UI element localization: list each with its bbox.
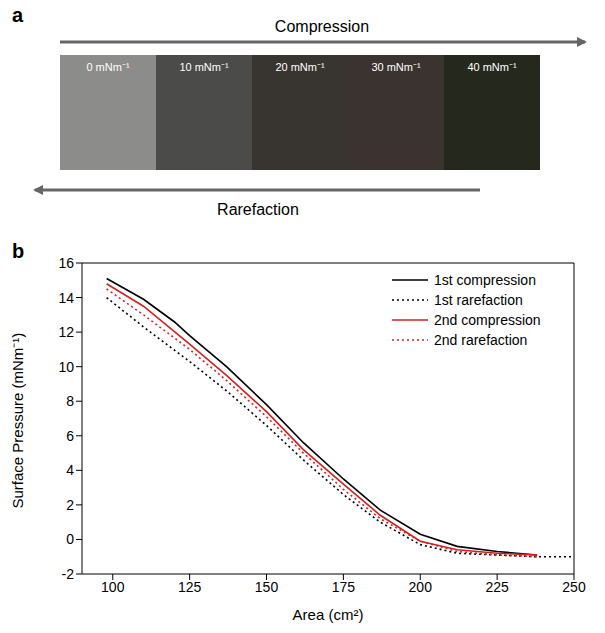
svg-text:225: 225 [485, 579, 509, 595]
svg-text:30 mNm⁻¹: 30 mNm⁻¹ [371, 61, 421, 73]
svg-text:0 mNm⁻¹: 0 mNm⁻¹ [86, 61, 129, 73]
svg-text:Surface Pressure (mNm⁻¹): Surface Pressure (mNm⁻¹) [9, 333, 26, 509]
svg-text:14: 14 [58, 290, 74, 306]
svg-text:16: 16 [58, 255, 74, 271]
svg-text:150: 150 [255, 579, 279, 595]
svg-text:20 mNm⁻¹: 20 mNm⁻¹ [275, 61, 325, 73]
svg-text:175: 175 [332, 579, 356, 595]
svg-text:-2: -2 [62, 566, 75, 582]
svg-text:2: 2 [66, 497, 74, 513]
svg-text:8: 8 [66, 393, 74, 409]
svg-text:4: 4 [66, 462, 74, 478]
svg-text:125: 125 [178, 579, 202, 595]
html-text:1st rarefaction: 1st rarefaction [434, 292, 523, 308]
svg-text:250: 250 [562, 579, 586, 595]
svg-text:0: 0 [66, 531, 74, 547]
svg-text:12: 12 [58, 324, 74, 340]
svg-text:100: 100 [101, 579, 125, 595]
svg-text:Area (cm²): Area (cm²) [293, 606, 364, 623]
html-text:b: b [12, 240, 25, 262]
svg-text:10: 10 [58, 359, 74, 375]
svg-text:40 mNm⁻¹: 40 mNm⁻¹ [467, 61, 517, 73]
html-text:2nd compression: 2nd compression [434, 312, 541, 328]
svg-text:a: a [12, 4, 24, 26]
svg-text:200: 200 [409, 579, 433, 595]
html-text:2nd rarefaction: 2nd rarefaction [434, 332, 528, 348]
svg-text:10 mNm⁻¹: 10 mNm⁻¹ [179, 61, 229, 73]
svg-text:Compression: Compression [275, 18, 369, 35]
svg-text:Rarefaction: Rarefaction [217, 201, 299, 218]
html-text:1st compression: 1st compression [434, 272, 536, 288]
svg-text:6: 6 [66, 428, 74, 444]
